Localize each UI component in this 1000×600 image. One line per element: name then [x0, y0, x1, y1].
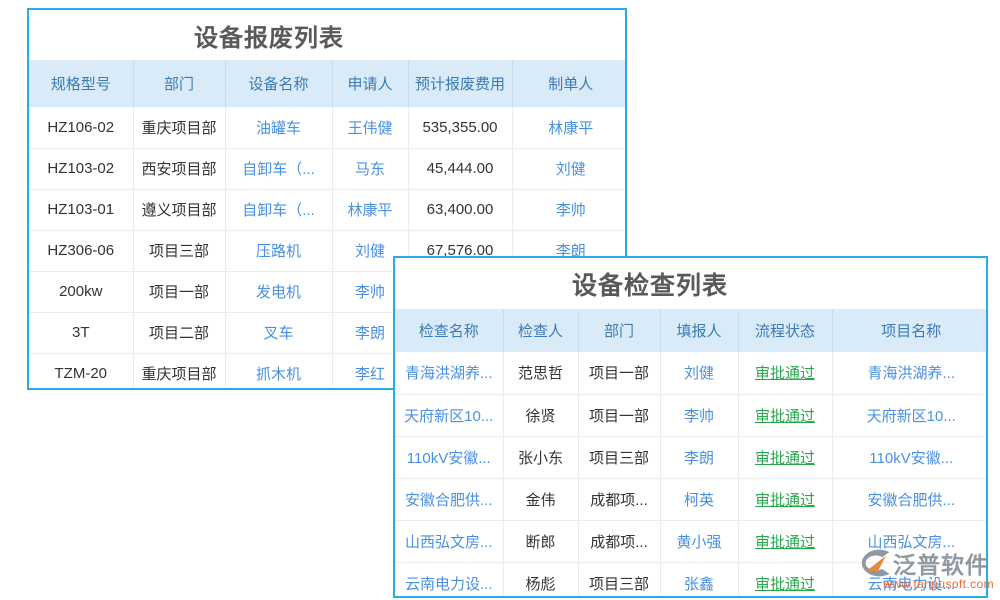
- cell-cost: 535,355.00: [408, 107, 513, 148]
- cell-check-name-link[interactable]: 110kV安徽...: [395, 435, 504, 478]
- cell-checker: 张小东: [503, 435, 579, 478]
- table-row: 山西弘文房... 断郎 成都项... 黄小强 审批通过 山西弘文房...: [395, 519, 986, 562]
- cell-project-link[interactable]: 云南电力设...: [832, 561, 986, 596]
- cell-check-name-link[interactable]: 山西弘文房...: [395, 519, 504, 562]
- col-header-dept: 部门: [133, 60, 226, 107]
- col-header-cost: 预计报废费用: [408, 60, 513, 107]
- check-header-row: 检查名称 检查人 部门 填报人 流程状态 项目名称: [395, 309, 986, 352]
- cell-reporter-link[interactable]: 张鑫: [660, 561, 739, 596]
- cell-applicant-link[interactable]: 王伟健: [332, 107, 409, 148]
- cell-dept: 项目二部: [133, 311, 226, 353]
- col-header-status: 流程状态: [738, 309, 833, 352]
- col-header-check-name: 检查名称: [395, 309, 504, 352]
- cell-maker-link[interactable]: 林康平: [548, 119, 594, 137]
- cell-cost: 45,444.00: [408, 147, 513, 189]
- cell-project-link[interactable]: 天府新区10...: [832, 393, 986, 436]
- cell-device-link[interactable]: 抓木机: [225, 352, 333, 388]
- cell-device-link[interactable]: 自卸车（...: [225, 147, 333, 189]
- table-row: HZ106-02 重庆项目部 油罐车 王伟健 535,355.00 林康平: [29, 107, 625, 148]
- cell-check-name-link[interactable]: 天府新区10...: [395, 393, 504, 436]
- cell-checker: 断郎: [503, 519, 579, 562]
- cell-applicant-link[interactable]: 林康平: [332, 188, 409, 230]
- cell-dept: 项目一部: [133, 270, 226, 312]
- col-header-dept: 部门: [578, 309, 661, 352]
- check-list-table: 检查名称 检查人 部门 填报人 流程状态 项目名称 青海洪湖养... 范思哲 项…: [395, 309, 986, 596]
- cell-checker: 杨彪: [503, 561, 579, 596]
- table-row: 青海洪湖养... 范思哲 项目一部 刘健 审批通过 青海洪湖养...: [395, 352, 986, 394]
- table-row: 天府新区10... 徐贤 项目一部 李帅 审批通过 天府新区10...: [395, 393, 986, 436]
- status-badge[interactable]: 审批通过: [738, 352, 833, 394]
- cell-spec: HZ103-02: [29, 147, 134, 189]
- table-row: 云南电力设... 杨彪 项目三部 张鑫 审批通过 云南电力设...: [395, 561, 986, 596]
- col-header-device: 设备名称: [225, 60, 333, 107]
- cell-dept: 成都项...: [578, 519, 661, 562]
- cell-spec: 200kw: [29, 270, 134, 312]
- scrap-list-title: 设备报废列表: [194, 24, 344, 52]
- cell-project-link[interactable]: 110kV安徽...: [832, 435, 986, 478]
- col-header-checker: 检查人: [503, 309, 579, 352]
- cell-project-link[interactable]: 山西弘文房...: [832, 519, 986, 562]
- check-list-title: 设备检查列表: [571, 271, 728, 300]
- fanpu-logo-icon: [861, 549, 890, 577]
- cell-checker: 徐贤: [503, 393, 579, 436]
- cell-reporter-link[interactable]: 李帅: [660, 393, 739, 436]
- cell-checker: 范思哲: [503, 352, 579, 394]
- cell-cost: 63,400.00: [408, 188, 513, 230]
- cell-dept: 项目一部: [578, 352, 661, 394]
- status-badge[interactable]: 审批通过: [738, 435, 833, 478]
- cell-reporter-link[interactable]: 刘健: [660, 352, 739, 394]
- cell-dept: 项目三部: [133, 229, 226, 271]
- col-header-maker: 制单人: [512, 60, 625, 107]
- cell-dept: 西安项目部: [133, 147, 226, 189]
- cell-project-link[interactable]: 安徽合肥供...: [832, 477, 986, 520]
- col-header-reporter: 填报人: [660, 309, 739, 352]
- cell-spec: 3T: [29, 311, 134, 353]
- cell-spec: TZM-20: [29, 352, 134, 388]
- cell-device-link[interactable]: 自卸车（...: [225, 188, 333, 230]
- cell-device-link[interactable]: 叉车: [225, 311, 333, 353]
- cell-checker: 金伟: [503, 477, 579, 520]
- table-row: HZ103-02 西安项目部 自卸车（... 马东 45,444.00 刘健: [29, 147, 625, 189]
- table-row: 110kV安徽... 张小东 项目三部 李朗 审批通过 110kV安徽...: [395, 435, 986, 478]
- cell-dept: 项目三部: [578, 561, 661, 596]
- scrap-header-row: 规格型号 部门 设备名称 申请人 预计报废费用 制单人: [29, 60, 625, 107]
- cell-spec: HZ306-06: [29, 229, 134, 271]
- status-badge[interactable]: 审批通过: [738, 519, 833, 562]
- cell-check-name-link[interactable]: 云南电力设...: [395, 561, 504, 596]
- cell-device-link[interactable]: 压路机: [225, 229, 333, 271]
- cell-reporter-link[interactable]: 黄小强: [660, 519, 739, 562]
- table-row: 安徽合肥供... 金伟 成都项... 柯英 审批通过 安徽合肥供...: [395, 477, 986, 520]
- cell-check-name-link[interactable]: 安徽合肥供...: [395, 477, 504, 520]
- cell-dept: 项目三部: [578, 435, 661, 478]
- status-badge[interactable]: 审批通过: [738, 561, 833, 596]
- cell-check-name-link[interactable]: 青海洪湖养...: [395, 352, 504, 394]
- cell-dept: 重庆项目部: [133, 107, 226, 148]
- cell-maker-link[interactable]: 刘健: [512, 147, 625, 189]
- cell-spec: HZ106-02: [29, 107, 134, 148]
- watermark-url: www.fanpusoft.com: [883, 577, 994, 591]
- cell-device-link[interactable]: 发电机: [225, 270, 333, 312]
- cell-spec: HZ103-01: [29, 188, 134, 230]
- status-badge[interactable]: 审批通过: [738, 393, 833, 436]
- cell-dept: 重庆项目部: [133, 352, 226, 388]
- cell-device-link[interactable]: 油罐车: [225, 107, 333, 148]
- cell-maker-link[interactable]: 李帅: [512, 188, 625, 230]
- vendor-watermark: 泛普软件 www.fanpusoft.com: [852, 546, 994, 591]
- col-header-spec: 规格型号: [29, 60, 134, 107]
- cell-reporter-link[interactable]: 李朗: [660, 435, 739, 478]
- cell-applicant-link[interactable]: 马东: [332, 147, 409, 189]
- col-header-project: 项目名称: [832, 309, 986, 352]
- status-badge[interactable]: 审批通过: [738, 477, 833, 520]
- watermark-brand: 泛普软件: [893, 552, 989, 578]
- cell-dept: 遵义项目部: [133, 188, 226, 230]
- cell-dept: 成都项...: [578, 477, 661, 520]
- col-header-applicant: 申请人: [332, 60, 409, 107]
- table-row: HZ103-01 遵义项目部 自卸车（... 林康平 63,400.00 李帅: [29, 188, 625, 230]
- cell-reporter-link[interactable]: 柯英: [660, 477, 739, 520]
- cell-project-link[interactable]: 青海洪湖养...: [867, 365, 955, 383]
- check-list-panel: 设备检查列表 检查名称 检查人 部门 填报人 流程状态 项目名称 青海洪湖养..…: [393, 256, 988, 598]
- cell-dept: 项目一部: [578, 393, 661, 436]
